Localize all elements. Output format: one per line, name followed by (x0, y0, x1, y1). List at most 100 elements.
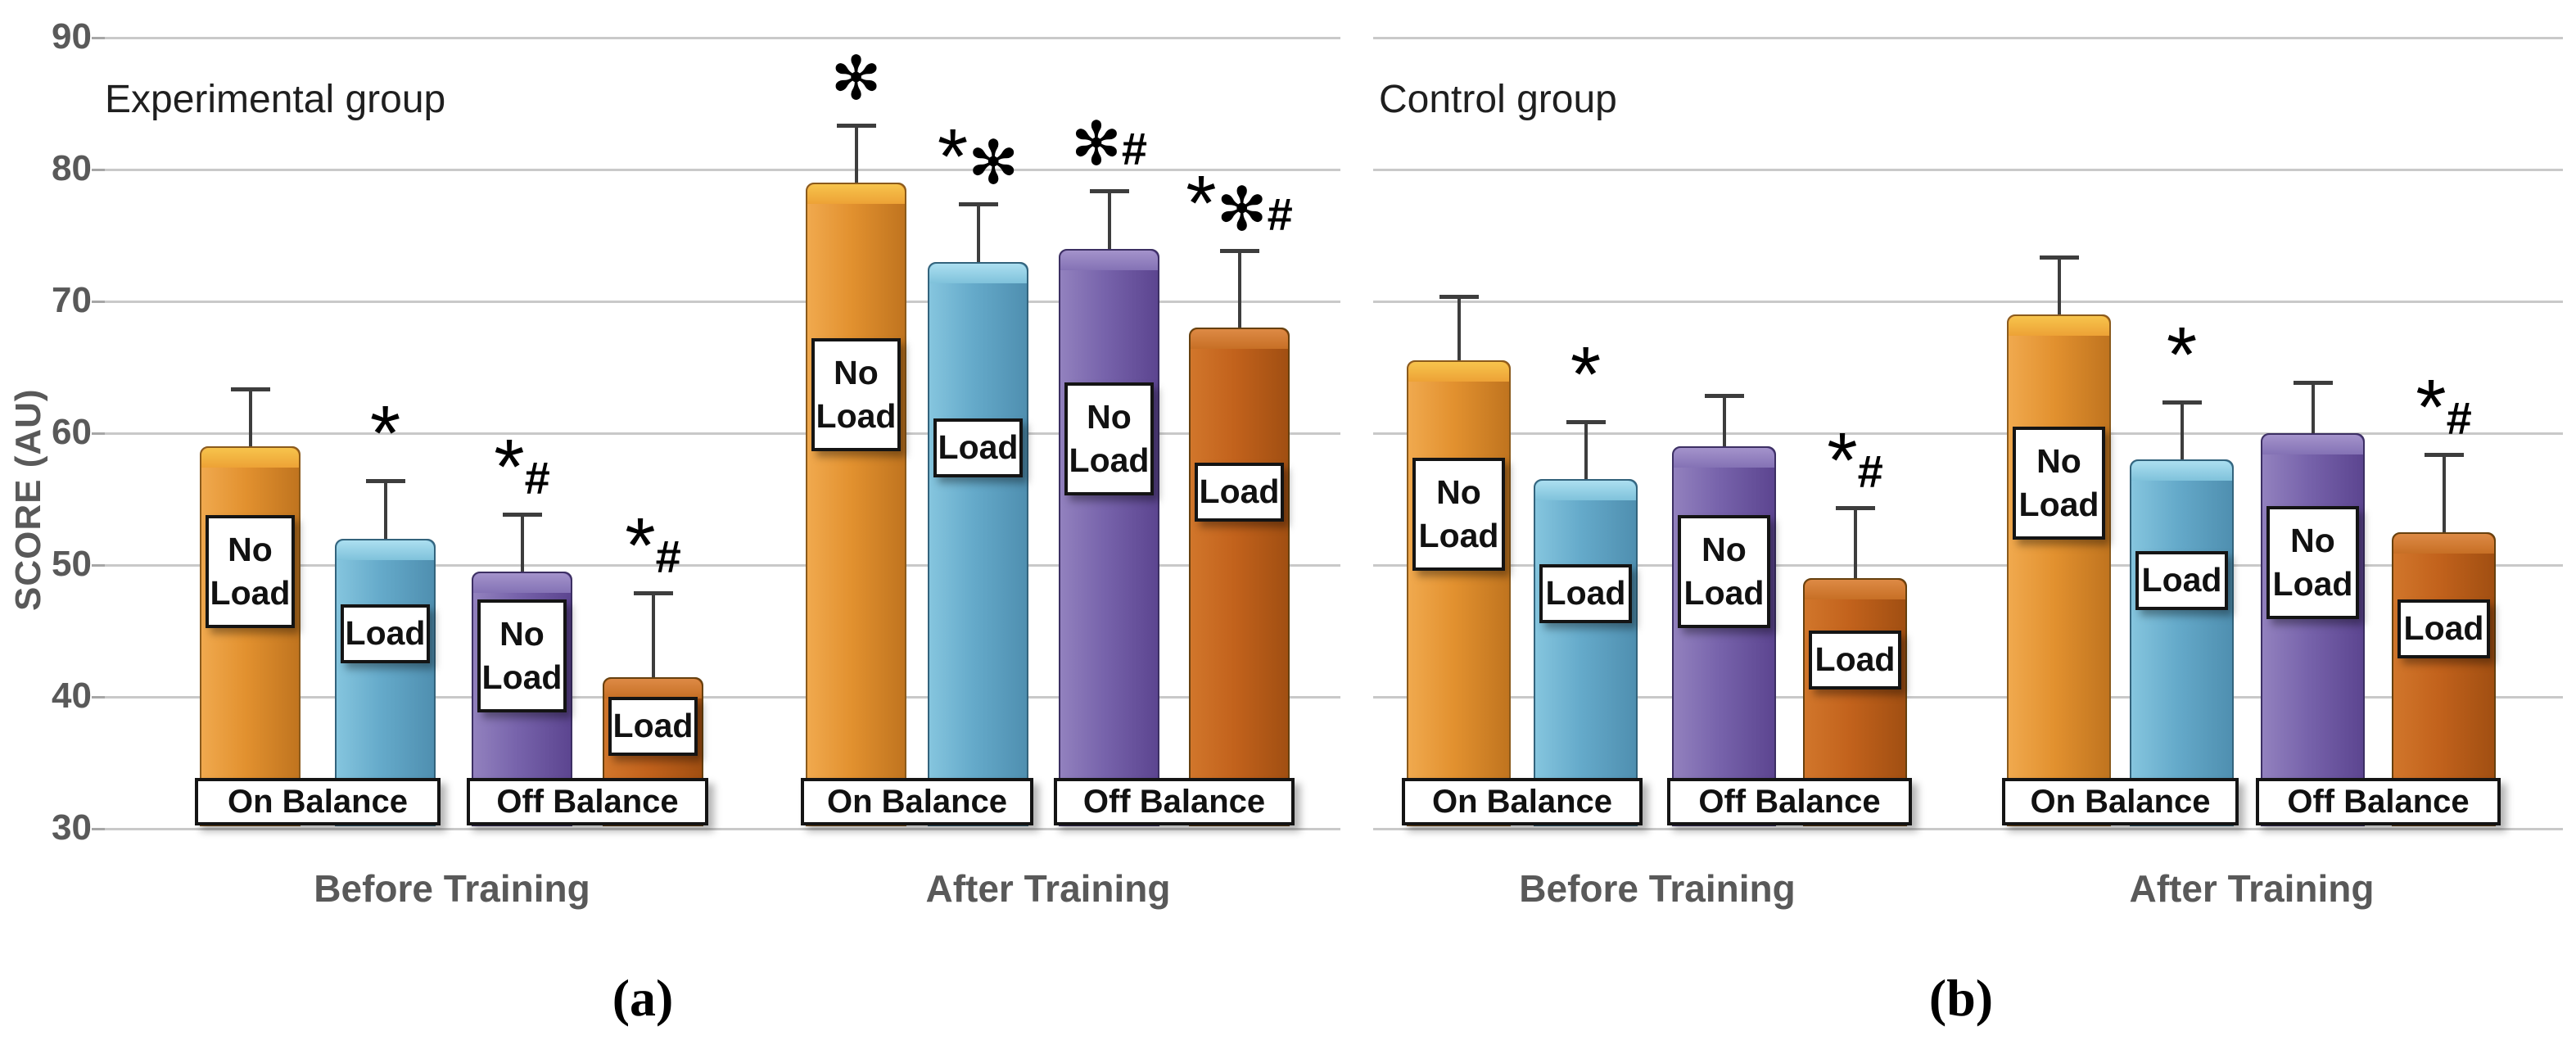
significance-annotation: *# (1827, 421, 1883, 500)
error-bar-cap (1439, 294, 1479, 299)
gridline-50 (1373, 564, 2563, 567)
hash-symbol: # (524, 451, 550, 504)
asterisk-symbol: ✻ (1216, 174, 1268, 243)
error-bar (2180, 400, 2184, 460)
error-bar (2311, 380, 2315, 433)
asterisk-symbol: * (369, 390, 401, 478)
bar-label-box: Load (1195, 463, 1284, 522)
hash-symbol: # (1267, 188, 1293, 240)
significance-annotation: *✻ (938, 118, 1019, 197)
bar-orange (2007, 314, 2111, 826)
significance-annotation: *✻# (1186, 164, 1293, 242)
y-tick-label: 60 (52, 412, 92, 452)
bar-label-box: Load (2135, 551, 2228, 610)
hash-symbol: # (1857, 445, 1883, 497)
y-axis-tick (92, 696, 105, 699)
bar-rust (1189, 328, 1290, 826)
gridline-90 (1373, 37, 2563, 39)
bar-label-box: No Load (1412, 458, 1505, 571)
bar-top-highlight (2262, 435, 2363, 454)
y-tick-label: 70 (52, 280, 92, 320)
gridline-40 (1373, 696, 2563, 699)
y-axis-tick (92, 169, 105, 171)
gridline-60 (1373, 432, 2563, 435)
bar-top-highlight (1674, 448, 1774, 468)
error-bar-cap (365, 479, 405, 484)
error-bar-cap (958, 202, 998, 207)
balance-label-box: On Balance (1402, 778, 1643, 825)
y-axis-tick (92, 564, 105, 567)
error-bar (1107, 189, 1111, 249)
bar-purple (1672, 446, 1776, 826)
error-bar-cap (2162, 400, 2202, 405)
bar-blue (1534, 479, 1638, 826)
error-bar (1584, 419, 1588, 480)
gridline-30 (1373, 828, 2563, 830)
significance-annotation: ✻# (1071, 114, 1148, 175)
bar-label-box: Load (341, 604, 430, 663)
bar-top-highlight (2009, 316, 2109, 337)
bar-label-box: Load (1539, 564, 1632, 623)
bar-top-highlight (201, 448, 299, 468)
error-bar (1722, 393, 1726, 447)
balance-label-box: Off Balance (2256, 778, 2501, 825)
y-axis-tick (92, 432, 105, 435)
error-bar-cap (633, 591, 673, 596)
gridline-80 (1373, 169, 2563, 171)
error-bar (1457, 294, 1461, 361)
bar-top-highlight (604, 678, 702, 699)
bar-orange (806, 183, 906, 826)
significance-annotation: * (370, 395, 400, 473)
asterisk-symbol: * (1827, 416, 1858, 504)
error-bar (976, 202, 980, 262)
bar-label-box: No Load (1064, 382, 1154, 495)
panel-b-title: Control group (1379, 78, 1617, 121)
asterisk-symbol: * (625, 502, 656, 590)
bar-blue (928, 261, 1028, 826)
gridline-50 (105, 564, 1340, 567)
group-label-a-after: After Training (925, 867, 1171, 910)
bar-top-highlight (1191, 329, 1288, 350)
panel-b-letter: (b) (1928, 969, 1994, 1027)
error-bar (2442, 453, 2446, 532)
panel-a-letter: (a) (612, 969, 674, 1027)
bar-label-box: Load (1809, 631, 1901, 690)
bar-top-highlight (1060, 250, 1158, 270)
y-tick-label: 90 (52, 16, 92, 57)
error-bar-cap (1835, 505, 1875, 510)
error-bar-cap (2039, 255, 2079, 260)
y-tick-label: 50 (52, 544, 92, 584)
hash-symbol: # (2446, 392, 2472, 445)
gridline-80 (105, 169, 1340, 171)
y-tick-label: 80 (52, 148, 92, 188)
error-bar (1853, 505, 1857, 579)
y-tick-label: 30 (52, 807, 92, 848)
significance-annotation: ✻ (830, 47, 881, 108)
group-label-b-after: After Training (2129, 867, 2375, 910)
bar-label-box: Load (933, 418, 1023, 477)
error-bar-cap (1566, 419, 1606, 424)
asterisk-symbol: * (1570, 330, 1602, 418)
bar-top-highlight (929, 263, 1027, 283)
error-bar-cap (1704, 393, 1744, 398)
gridline-70 (105, 301, 1340, 303)
bar-label-box: Load (608, 697, 698, 756)
error-bar-cap (836, 123, 876, 128)
error-bar (383, 479, 387, 539)
bar-top-highlight (473, 573, 571, 594)
error-bar-cap (1089, 189, 1129, 194)
bar-blue (2130, 459, 2234, 826)
bar-orange (1407, 360, 1511, 826)
bar-top-highlight (2131, 461, 2232, 482)
bar-purple (1059, 248, 1159, 826)
gridline-90 (105, 37, 1340, 39)
balance-label-box: Off Balance (467, 778, 708, 825)
hash-symbol: # (1121, 123, 1148, 175)
gridline-70 (1373, 301, 2563, 303)
asterisk-symbol: ✻ (830, 43, 882, 112)
significance-annotation: * (2167, 315, 2197, 394)
error-bar (1237, 248, 1241, 328)
group-label-a-before: Before Training (314, 867, 590, 910)
bar-label-box: No Load (477, 599, 567, 712)
